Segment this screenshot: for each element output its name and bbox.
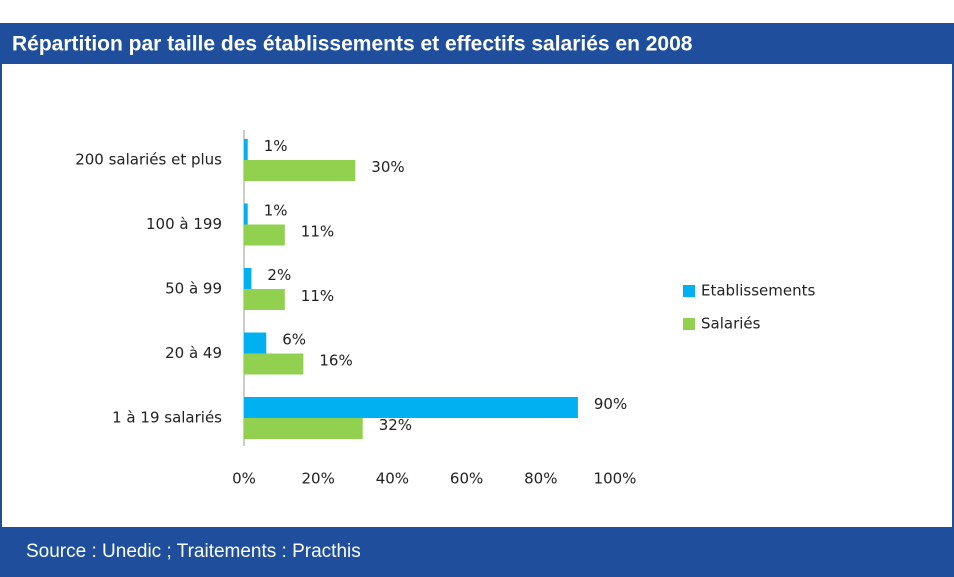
y-tick-label: 100 à 199 xyxy=(146,215,222,233)
data-label: 11% xyxy=(301,223,334,241)
x-tick-label: 0% xyxy=(232,470,256,488)
bar xyxy=(244,418,363,439)
data-label: 90% xyxy=(594,395,627,413)
bar xyxy=(244,139,248,160)
legend-label: Salariés xyxy=(701,315,761,333)
data-label: 1% xyxy=(264,137,288,155)
data-label: 1% xyxy=(264,202,288,220)
y-tick-label: 50 à 99 xyxy=(165,280,222,298)
x-tick-label: 20% xyxy=(302,470,335,488)
data-label: 6% xyxy=(282,331,306,349)
header-bar xyxy=(0,24,954,64)
bar xyxy=(244,332,267,354)
y-tick-label: 200 salariés et plus xyxy=(75,151,222,169)
data-label: 32% xyxy=(379,416,412,434)
bar xyxy=(244,289,285,310)
data-label: 30% xyxy=(371,158,404,176)
bar xyxy=(244,397,578,418)
data-label: 16% xyxy=(319,352,352,370)
legend-swatch xyxy=(683,285,695,297)
x-tick-label: 100% xyxy=(594,470,637,488)
source: Source : Unedic ; Traitements : Practhis xyxy=(26,541,361,562)
legend-swatch xyxy=(683,318,695,330)
frame xyxy=(0,23,954,577)
x-tick-label: 80% xyxy=(524,470,557,488)
footer-bar xyxy=(0,527,954,577)
bar xyxy=(244,353,304,375)
bar xyxy=(244,160,356,181)
bar xyxy=(244,203,248,225)
bar xyxy=(244,268,252,289)
data-label: 11% xyxy=(301,287,334,305)
y-tick-label: 20 à 49 xyxy=(165,344,222,362)
y-tick-label: 1 à 19 salariés xyxy=(112,409,222,427)
legend-label: Etablissements xyxy=(701,282,815,300)
x-tick-label: 40% xyxy=(376,470,409,488)
bar xyxy=(244,224,285,246)
x-tick-label: 60% xyxy=(450,470,483,488)
data-label: 2% xyxy=(267,266,291,284)
chart-title: Répartition par taille des établissement… xyxy=(12,33,693,56)
